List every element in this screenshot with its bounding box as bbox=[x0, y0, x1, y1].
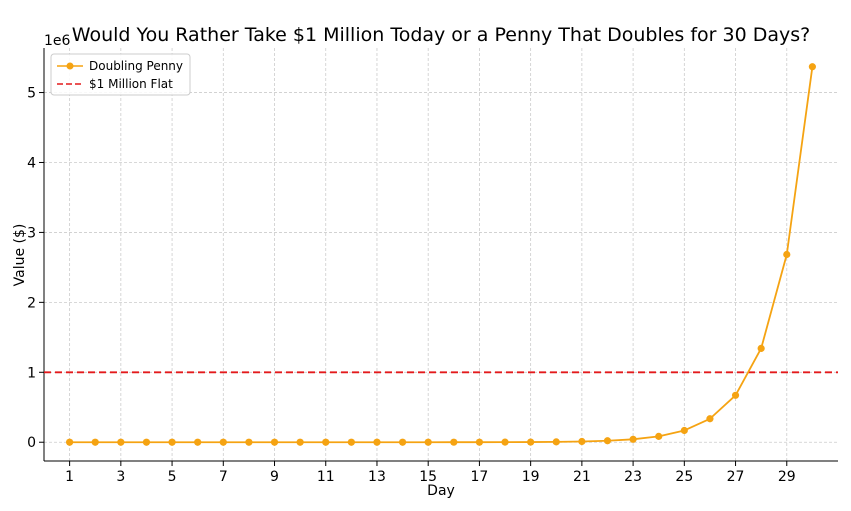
x-tick-label: 17 bbox=[471, 469, 489, 485]
doubling-penny-point bbox=[655, 432, 663, 440]
doubling-penny-point bbox=[322, 438, 330, 446]
x-tick-label: 7 bbox=[219, 469, 228, 485]
x-tick-label: 5 bbox=[168, 469, 177, 485]
doubling-penny-point bbox=[398, 438, 407, 446]
legend-box bbox=[50, 53, 191, 96]
x-tick-label: 13 bbox=[368, 469, 386, 485]
doubling-penny-point bbox=[552, 438, 560, 446]
doubling-penny-series bbox=[66, 63, 816, 446]
doubling-penny-point bbox=[450, 438, 458, 446]
x-tick-label: 19 bbox=[522, 469, 540, 485]
legend-million-flat-label: $1 Million Flat bbox=[89, 77, 173, 91]
doubling-penny-point bbox=[501, 438, 509, 446]
y-tick-label: 0 bbox=[27, 435, 36, 451]
x-tick-label: 21 bbox=[573, 469, 591, 485]
doubling-penny-point bbox=[783, 250, 791, 259]
x-tick-label: 15 bbox=[419, 469, 437, 485]
y-axis-label: Value ($) bbox=[12, 224, 28, 287]
doubling-penny-point bbox=[578, 437, 586, 446]
doubling-penny-point bbox=[757, 344, 765, 352]
x-tick-label: 3 bbox=[116, 469, 125, 485]
doubling-penny-point bbox=[629, 435, 637, 443]
x-tick-label: 11 bbox=[317, 469, 335, 485]
doubling-penny-point bbox=[475, 438, 484, 446]
axes bbox=[43, 48, 838, 462]
doubling-penny-point bbox=[347, 438, 355, 446]
x-axis-label: Day bbox=[427, 483, 455, 499]
y-ticks: 0 1 2 3 4 5 bbox=[27, 86, 44, 451]
grid bbox=[44, 48, 838, 461]
doubling-penny-point bbox=[168, 438, 176, 446]
doubling-penny-point bbox=[808, 63, 816, 71]
doubling-penny-point bbox=[680, 426, 688, 435]
doubling-penny-point bbox=[194, 438, 202, 446]
y-tick-label: 5 bbox=[27, 86, 36, 102]
doubling-penny-point bbox=[424, 438, 432, 446]
doubling-penny-point bbox=[245, 438, 253, 446]
chart-title: Would You Rather Take $1 Million Today o… bbox=[72, 24, 810, 46]
x-tick-label: 9 bbox=[270, 469, 279, 485]
x-tick-label: 25 bbox=[675, 469, 693, 485]
doubling-penny-point bbox=[706, 415, 714, 423]
x-tick-label: 27 bbox=[727, 469, 745, 485]
x-tick-label: 29 bbox=[778, 469, 796, 485]
y-tick-label: 2 bbox=[27, 295, 36, 311]
doubling-penny-point bbox=[603, 437, 612, 445]
y-tick-label: 3 bbox=[27, 225, 36, 241]
doubling-penny-point bbox=[219, 438, 227, 446]
doubling-penny-line bbox=[69, 66, 814, 444]
doubling-penny-point bbox=[66, 438, 74, 446]
y-offset-text: 1e6 bbox=[44, 33, 71, 49]
doubling-penny-point bbox=[527, 438, 535, 446]
doubling-penny-point bbox=[270, 438, 279, 446]
doubling-penny-point bbox=[731, 391, 740, 399]
y-tick-label: 1 bbox=[27, 365, 36, 381]
x-tick-label: 23 bbox=[624, 469, 642, 485]
legend: Doubling Penny $1 Million Flat bbox=[50, 53, 191, 96]
y-tick-label: 4 bbox=[27, 155, 36, 171]
legend-doubling-penny-label: Doubling Penny bbox=[89, 59, 183, 73]
x-tick-label: 1 bbox=[65, 469, 74, 485]
legend-doubling-penny-marker bbox=[66, 62, 74, 70]
doubling-penny-point bbox=[373, 438, 381, 446]
doubling-penny-point bbox=[117, 438, 125, 446]
doubling-penny-point bbox=[91, 438, 99, 446]
doubling-penny-point bbox=[296, 438, 304, 446]
doubling-penny-point bbox=[142, 438, 151, 446]
x-ticks: 1 3 5 7 9 11 13 15 17 19 21 23 25 27 29 bbox=[65, 461, 796, 485]
